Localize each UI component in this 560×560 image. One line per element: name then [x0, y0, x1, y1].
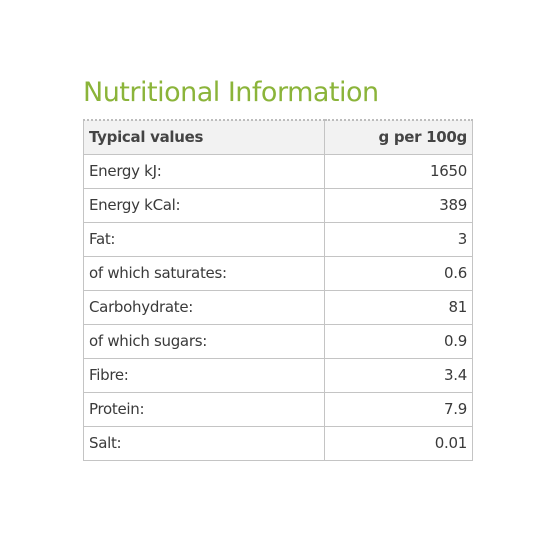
nutrient-label: Energy kJ: [83, 153, 325, 189]
column-header-per-100g: g per 100g [324, 119, 473, 155]
nutrient-value: 3.4 [324, 357, 473, 393]
table-row: of which saturates: 0.6 [83, 255, 473, 291]
nutrient-label: Protein: [83, 391, 325, 427]
nutrient-value: 1650 [324, 153, 473, 189]
nutrient-value: 0.6 [324, 255, 473, 291]
nutrient-label: Fibre: [83, 357, 325, 393]
page-title: Nutritional Information [83, 77, 379, 108]
table-row: Salt: 0.01 [83, 425, 473, 461]
nutrient-value: 7.9 [324, 391, 473, 427]
table-row: Energy kCal: 389 [83, 187, 473, 223]
nutrient-value: 3 [324, 221, 473, 257]
table-row: Protein: 7.9 [83, 391, 473, 427]
nutrient-value: 81 [324, 289, 473, 325]
table-row: Energy kJ: 1650 [83, 153, 473, 189]
nutrient-value: 389 [324, 187, 473, 223]
table-row: Fibre: 3.4 [83, 357, 473, 393]
nutrition-table: Typical values g per 100g Energy kJ: 165… [83, 119, 473, 461]
nutrient-label: Energy kCal: [83, 187, 325, 223]
nutrient-label: Carbohydrate: [83, 289, 325, 325]
table-row: Fat: 3 [83, 221, 473, 257]
nutrient-label: of which saturates: [83, 255, 325, 291]
table-header-row: Typical values g per 100g [83, 119, 473, 155]
nutrient-label: Salt: [83, 425, 325, 461]
nutrient-label: of which sugars: [83, 323, 325, 359]
nutrient-value: 0.01 [324, 425, 473, 461]
table-row: of which sugars: 0.9 [83, 323, 473, 359]
table-row: Carbohydrate: 81 [83, 289, 473, 325]
column-header-typical-values: Typical values [83, 119, 325, 155]
nutrient-value: 0.9 [324, 323, 473, 359]
nutrient-label: Fat: [83, 221, 325, 257]
